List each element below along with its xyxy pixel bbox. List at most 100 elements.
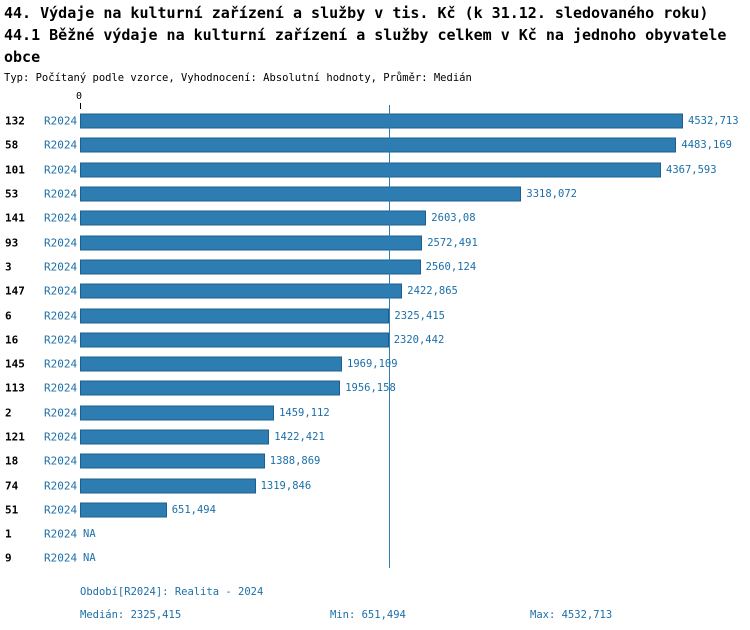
bar <box>80 259 421 275</box>
row-id-label: 132 <box>5 114 25 128</box>
bar <box>80 210 427 226</box>
footer-median-label: Medián: 2325,415 <box>80 609 182 621</box>
row-value-label: 2560,124 <box>425 260 477 273</box>
row-id-label: 6 <box>5 309 12 323</box>
row-period-label: R2024 <box>44 309 78 323</box>
chart-row: 58 R2024 4483,169 <box>0 133 750 157</box>
row-id-label: 74 <box>5 479 19 493</box>
row-id-label: 121 <box>5 430 25 444</box>
footer-max-label: Max: 4532,713 <box>530 609 613 621</box>
bar-chart: 132 R2024 4532,713 58 R2024 4483,169 101 R2024 4… <box>0 109 750 571</box>
row-id-label: 93 <box>5 236 19 250</box>
row-value-label: 4367,593 <box>666 163 717 176</box>
bar <box>80 478 256 494</box>
bar <box>80 186 522 202</box>
row-value-label: 1459,112 <box>279 406 330 419</box>
chart-row: 101 R2024 4367,593 <box>0 158 750 182</box>
row-period-label: R2024 <box>44 406 78 420</box>
row-value-label: 2422,865 <box>407 285 458 298</box>
row-id-label: 113 <box>5 381 25 395</box>
chart-title-line2: 44.1 Běžné výdaje na kulturní zařízení a… <box>4 26 727 66</box>
row-period-label: R2024 <box>44 479 78 493</box>
x-axis-tick <box>80 103 81 109</box>
chart-row: 132 R2024 4532,713 <box>0 109 750 133</box>
bar <box>80 137 677 153</box>
bar <box>80 308 390 324</box>
row-value-label: 2572,491 <box>427 236 478 249</box>
row-value-label: 1969,109 <box>347 358 398 371</box>
row-value-label: 651,494 <box>171 503 216 516</box>
row-value-label: 2320,442 <box>393 333 445 346</box>
footer-stats: Medián: 2325,415 Min: 651,494 Max: 4532,… <box>0 609 750 625</box>
row-id-label: 101 <box>5 163 25 177</box>
bar <box>80 453 265 469</box>
chart-row: 3 R2024 2560,124 <box>0 255 750 279</box>
bar <box>80 405 275 421</box>
chart-row: 147 R2024 2422,865 <box>0 279 750 303</box>
row-id-label: 3 <box>5 260 12 274</box>
row-period-label: R2024 <box>44 503 78 517</box>
chart-row: 113 R2024 1956,158 <box>0 376 750 400</box>
row-id-label: 141 <box>5 211 25 225</box>
bar <box>80 332 389 348</box>
row-period-label: R2024 <box>44 138 78 152</box>
row-value-label: 4532,713 <box>688 115 739 128</box>
row-value-label: 1956,158 <box>345 382 396 395</box>
chart-row: 18 R2024 1388,869 <box>0 449 750 473</box>
chart-row: 141 R2024 2603,08 <box>0 206 750 230</box>
row-period-label: R2024 <box>44 357 78 371</box>
row-period-label: R2024 <box>44 430 78 444</box>
bar <box>80 380 341 396</box>
chart-subtitle: Typ: Počítaný podle vzorce, Vyhodnocení:… <box>4 72 472 84</box>
row-period-label: R2024 <box>44 454 78 468</box>
chart-header: 44. Výdaje na kulturní zařízení a služby… <box>4 2 748 84</box>
chart-row: 2 R2024 1459,112 <box>0 401 750 425</box>
chart-title-line1: 44. Výdaje na kulturní zařízení a služby… <box>4 4 709 22</box>
row-value-label: 1319,846 <box>260 479 312 492</box>
row-period-label: R2024 <box>44 236 78 250</box>
chart-row: 6 R2024 2325,415 <box>0 303 750 327</box>
row-id-label: 1 <box>5 527 12 541</box>
row-na-label: NA <box>83 552 96 565</box>
row-na-label: NA <box>83 528 96 541</box>
chart-row: 1 R2024 NA <box>0 522 750 546</box>
chart-row: 121 R2024 1422,421 <box>0 425 750 449</box>
row-value-label: 1388,869 <box>269 455 321 468</box>
bar <box>80 283 403 299</box>
row-id-label: 9 <box>5 551 12 565</box>
row-period-label: R2024 <box>44 551 78 565</box>
row-id-label: 16 <box>5 333 19 347</box>
row-id-label: 147 <box>5 284 25 298</box>
chart-row: 16 R2024 2320,442 <box>0 328 750 352</box>
row-period-label: R2024 <box>44 333 78 347</box>
footer-min-label: Min: 651,494 <box>330 609 406 621</box>
row-id-label: 18 <box>5 454 19 468</box>
chart-row: 93 R2024 2572,491 <box>0 230 750 254</box>
chart-row: 74 R2024 1319,846 <box>0 473 750 497</box>
footer-period-label: Období[R2024]: Realita - 2024 <box>80 586 264 598</box>
row-period-label: R2024 <box>44 187 78 201</box>
chart-row: 51 R2024 651,494 <box>0 498 750 522</box>
row-id-label: 58 <box>5 138 19 152</box>
row-value-label: 2325,415 <box>394 309 445 322</box>
chart-row: 9 R2024 NA <box>0 546 750 570</box>
bar <box>80 162 661 178</box>
bar <box>80 502 167 518</box>
row-id-label: 2 <box>5 406 12 420</box>
median-reference-line <box>389 105 391 568</box>
row-id-label: 51 <box>5 503 19 517</box>
bar <box>80 235 423 251</box>
row-value-label: 2603,08 <box>431 212 476 225</box>
row-period-label: R2024 <box>44 211 78 225</box>
row-value-label: 4483,169 <box>681 139 732 152</box>
row-period-label: R2024 <box>44 381 78 395</box>
row-id-label: 53 <box>5 187 19 201</box>
chart-row: 145 R2024 1969,109 <box>0 352 750 376</box>
x-axis-zero-label: 0 <box>76 91 83 102</box>
bar <box>80 356 342 372</box>
row-id-label: 145 <box>5 357 25 371</box>
row-period-label: R2024 <box>44 260 78 274</box>
row-period-label: R2024 <box>44 163 78 177</box>
row-period-label: R2024 <box>44 527 78 541</box>
